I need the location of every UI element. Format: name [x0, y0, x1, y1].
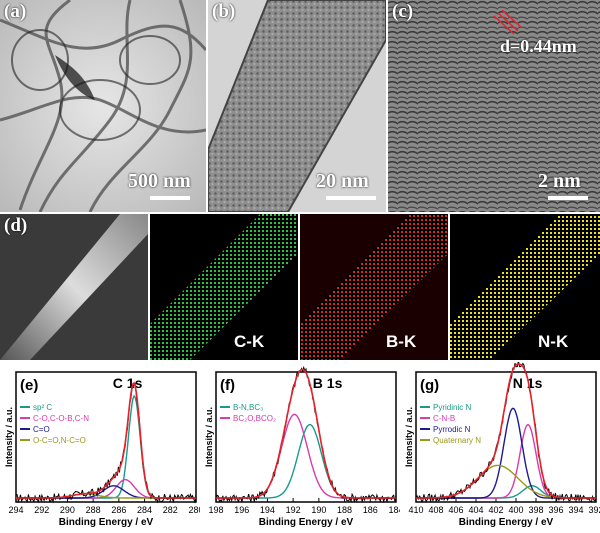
- tem-image-c: [388, 0, 600, 212]
- xps-chart-svg-b1s: (f) B 1s 198 196 194 192 190 188 186 184 Binding E…: [204, 365, 404, 528]
- legend-entry: sp² C: [33, 403, 52, 412]
- x-tick-label: 280: [188, 505, 200, 515]
- x-tick-label: 284: [137, 505, 152, 515]
- x-axis-label: Binding Energy / eV: [459, 517, 554, 528]
- x-tick-label: 292: [34, 505, 49, 515]
- x-tick-label: 196: [234, 505, 249, 515]
- x-tick-label: 286: [111, 505, 126, 515]
- plot-frame: [15, 371, 197, 503]
- panel-label-d: (d): [4, 215, 28, 236]
- x-tick-label: 290: [60, 505, 75, 515]
- legend-entry: Quaternary N: [433, 436, 481, 445]
- tem-panel-c: (c) d=0.44nm 2 nm: [388, 0, 600, 212]
- x-tick-label: 404: [468, 505, 483, 515]
- scale-label-a: 500 nm: [128, 170, 191, 192]
- x-tick-label: 406: [448, 505, 463, 515]
- scale-bar-c: [548, 196, 588, 200]
- y-axis-label: Intensity / a.u.: [4, 407, 14, 467]
- x-tick-label: 392: [588, 505, 600, 515]
- tem-image-b: [208, 0, 386, 212]
- x-tick-label: 400: [508, 505, 523, 515]
- envelope-line: [216, 368, 396, 499]
- legend-entry: C=O: [33, 425, 50, 434]
- xps-chart-c1s: (e) C 1s 294 292 290 288 286 284 282 280 Binding E…: [0, 362, 204, 528]
- x-tick-label: 396: [548, 505, 563, 515]
- xps-chart-svg-c1s: (e) C 1s 294 292 290 288 286 284 282 280 Binding E…: [4, 371, 204, 528]
- scale-bar-a: [150, 196, 190, 200]
- x-tick-label: 198: [208, 505, 223, 515]
- lattice-spacing-annotation: d=0.44nm: [500, 36, 577, 56]
- tem-panel-b: (b) 20 nm: [208, 0, 386, 212]
- panel-label: (e): [20, 377, 38, 394]
- xps-chart-n1s: (g) N 1s 410 408 406 404 402 400 398 396 394 392 Bin…: [400, 360, 600, 528]
- raw-data-line: [215, 365, 397, 504]
- component-line: [416, 464, 596, 499]
- scale-label-c: 2 nm: [538, 170, 581, 192]
- plot-frame: [415, 371, 597, 503]
- legend-entry: Pyrrodic N: [433, 425, 471, 434]
- x-tick-label: 288: [86, 505, 101, 515]
- x-tick-label: 190: [311, 505, 326, 515]
- panel-label-a: (a): [4, 1, 27, 22]
- xps-chart-b1s: (f) B 1s 198 196 194 192 190 188 186 184 Binding E…: [200, 362, 404, 528]
- plot-frame: [215, 371, 397, 503]
- legend-entry: B-N,BC₃: [233, 403, 263, 412]
- map-label-n: N-K: [538, 332, 569, 351]
- x-tick-label: 194: [260, 505, 275, 515]
- x-tick-label: 186: [363, 505, 378, 515]
- chart-title: B 1s: [313, 375, 343, 391]
- mapping-panel-b: B-K: [300, 214, 448, 360]
- x-axis-label: Binding Energy / eV: [59, 517, 154, 528]
- x-tick-label: 192: [286, 505, 301, 515]
- x-tick-label: 184: [388, 505, 400, 515]
- scale-label-b: 20 nm: [316, 170, 369, 192]
- mapping-panel-n: N-K: [450, 214, 600, 360]
- x-tick-label: 294: [8, 505, 23, 515]
- x-axis-label: Binding Energy / eV: [259, 517, 354, 528]
- chart-title: N 1s: [513, 375, 543, 391]
- map-label-c: C-K: [234, 332, 265, 351]
- map-image-b: [300, 214, 448, 360]
- panel-label-b: (b): [212, 1, 236, 22]
- panel-label: (f): [220, 377, 235, 394]
- mapping-panel-sem: (d): [0, 214, 148, 360]
- x-tick-label: 282: [163, 505, 178, 515]
- xps-chart-svg-n1s: (g) N 1s 410 408 406 404 402 400 398 396 394 392 Bin…: [404, 360, 600, 528]
- tem-image-a: [0, 0, 206, 212]
- component-line: [216, 413, 396, 499]
- y-axis-label: Intensity / a.u.: [404, 407, 414, 467]
- legend-entry: Pyridinic N: [433, 403, 471, 412]
- legend-entry: C-O,C-O-B,C-N: [33, 414, 89, 423]
- mapping-panel-c: C-K: [150, 214, 298, 360]
- component-line: [216, 423, 396, 499]
- x-tick-label: 408: [428, 505, 443, 515]
- envelope-line: [16, 381, 196, 499]
- sem-image: [0, 214, 148, 360]
- panel-label-c: (c): [392, 1, 414, 22]
- envelope-line: [416, 363, 596, 499]
- map-image-c: [150, 214, 298, 360]
- x-tick-label: 402: [488, 505, 503, 515]
- x-tick-label: 398: [528, 505, 543, 515]
- map-label-b: B-K: [386, 332, 417, 351]
- chart-title: C 1s: [113, 375, 143, 391]
- y-axis-label: Intensity / a.u.: [204, 407, 214, 467]
- x-tick-label: 188: [337, 505, 352, 515]
- legend-entry: O-C=O,N-C=O: [33, 436, 86, 445]
- panel-label: (g): [420, 377, 439, 394]
- x-tick-label: 394: [568, 505, 583, 515]
- legend-entry: C-N-B: [433, 414, 455, 423]
- tem-panel-a: (a) 500 nm: [0, 0, 206, 212]
- scale-bar-b: [326, 196, 376, 200]
- x-tick-label: 410: [408, 505, 423, 515]
- map-image-n: [450, 214, 600, 360]
- legend-entry: BC₂O,BCO₂: [233, 414, 276, 423]
